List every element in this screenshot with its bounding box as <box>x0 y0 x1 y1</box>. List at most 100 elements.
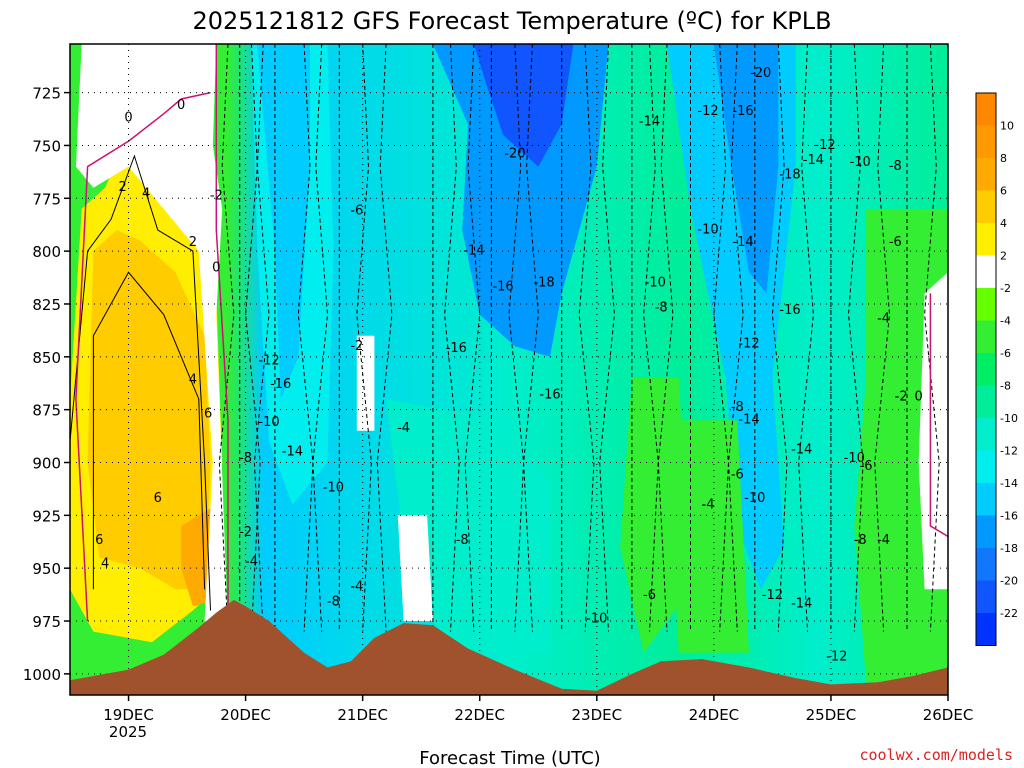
colorbar-swatch <box>976 353 996 386</box>
dashed-contour-line <box>599 44 615 632</box>
colorbar-level-label: 6 <box>1000 185 1007 198</box>
x-axis: 19DEC 20DEC 21DEC 22DEC 23DEC 24DEC 25DEC 26DEC <box>103 695 973 724</box>
colorbar-level-label: -10 <box>1000 412 1018 425</box>
x-tick-label: 22DEC <box>454 706 505 724</box>
dashed-contour-line <box>297 44 314 632</box>
colorbar-level-label: 8 <box>1000 152 1007 165</box>
contour-label: -14 <box>463 244 484 259</box>
contour-lines <box>70 44 948 632</box>
contour-label: -6 <box>731 468 744 483</box>
contour-label: -12 <box>814 138 835 153</box>
dashed-contour-line <box>218 44 235 632</box>
contour-label: -10 <box>258 415 279 430</box>
y-tick-label: 950 <box>32 560 61 578</box>
dashed-contour-line <box>508 44 525 632</box>
contour-label: -12 <box>738 337 759 352</box>
contour-label: -18 <box>533 275 554 290</box>
x-tick-label: 20DEC <box>220 706 271 724</box>
dashed-contour-line <box>312 44 329 632</box>
dashed-contour-line <box>253 44 270 632</box>
contour-label: -16 <box>446 341 467 356</box>
credit-text: coolwx.com/models <box>859 746 1013 764</box>
dashed-contour-line <box>444 44 460 632</box>
colorbar-level-label: -12 <box>1000 445 1018 458</box>
cold-band-core <box>473 44 574 167</box>
contour-label: 0 <box>124 111 132 126</box>
colorbar-swatch <box>976 255 996 288</box>
contour-label: -8 <box>889 159 902 174</box>
contour-label: -12 <box>762 588 783 603</box>
contour-label: -2 <box>210 189 223 204</box>
colorbar-level-label: -8 <box>1000 380 1011 393</box>
colorbar-level-label: 4 <box>1000 217 1007 230</box>
colorbar-swatch <box>976 580 996 613</box>
contour-label: -16 <box>732 104 753 119</box>
contour-label: 4 <box>189 373 197 388</box>
y-tick-label: 1000 <box>23 666 61 684</box>
contour-label: 4 <box>101 557 109 572</box>
colorbar-swatch <box>976 158 996 191</box>
x-tick-label: 25DEC <box>806 706 857 724</box>
colorbar-level-label: -16 <box>1000 510 1018 523</box>
colorbar-swatch <box>976 613 996 646</box>
year-label: 2025 <box>109 723 147 741</box>
contour-label: -10 <box>744 491 765 506</box>
colorbar-level-label: -22 <box>1000 607 1018 620</box>
contour-label: -6 <box>643 588 656 603</box>
dashed-contour-line <box>657 44 674 632</box>
contour-label: -12 <box>697 104 718 119</box>
near-zero-pocket-west <box>75 44 229 632</box>
colorbar-swatch <box>976 288 996 321</box>
dashed-contour-line <box>578 44 595 632</box>
near-zero-pocket-21dec <box>397 515 433 621</box>
contour-label: -20 <box>504 146 525 161</box>
contour-label: -10 <box>850 155 871 170</box>
contour-label: 0 <box>212 261 220 276</box>
colorbar-swatch <box>976 515 996 548</box>
dashed-contour-line <box>924 44 940 632</box>
solid-contour-line <box>70 154 211 611</box>
contour-labels: 002 4 -22046664-2-4-8-10-12-16-14-10-8-6-2… <box>95 66 923 664</box>
colorbar-level-label: -14 <box>1000 477 1018 490</box>
colorbar-swatch <box>976 320 996 353</box>
y-tick-label: 825 <box>32 296 61 314</box>
x-tick-label: 26DEC <box>923 706 974 724</box>
contour-label: -14 <box>803 153 824 168</box>
dashed-contour-line <box>523 44 539 632</box>
contour-label: 0 <box>177 98 185 113</box>
contour-label: -4 <box>702 497 715 512</box>
dashed-contour-line <box>727 44 744 632</box>
contour-label: 2 <box>119 180 127 195</box>
y-tick-label: 850 <box>32 349 61 367</box>
contour-label: -4 <box>397 421 410 436</box>
contour-label: -8 <box>239 451 252 466</box>
contour-label: -10 <box>586 611 607 626</box>
y-tick-label: 725 <box>32 85 61 103</box>
x-tick-label: 19DEC <box>103 706 154 724</box>
contour-label: -10 <box>323 480 344 495</box>
ground-surface <box>70 599 948 695</box>
colorbar-level-label: -20 <box>1000 575 1018 588</box>
dashed-contour-line <box>798 44 814 632</box>
plot-frame <box>69 43 949 696</box>
dashed-contour-line <box>643 44 659 632</box>
contour-label: -14 <box>282 444 303 459</box>
warm-band-mid <box>87 230 211 590</box>
colorbar-level-label: -6 <box>1000 347 1011 360</box>
colorbar-level-label: 10 <box>1000 120 1014 133</box>
y-tick-label: 925 <box>32 507 61 525</box>
contour-label: 6 <box>204 406 212 421</box>
colorbar-level-label: -2 <box>1000 282 1011 295</box>
x-tick-label: 24DEC <box>689 706 740 724</box>
dashed-contour-line <box>847 44 864 632</box>
contour-label: 2 <box>189 235 197 250</box>
contour-label: -8 <box>854 533 867 548</box>
dashed-contour-line <box>464 44 481 632</box>
colorbar-swatch <box>976 385 996 418</box>
contour-label: -12 <box>826 650 847 665</box>
contour-label: -12 <box>258 354 279 369</box>
contour-label: 0 <box>915 390 923 405</box>
contour-label: -16 <box>539 387 560 402</box>
contour-label: 6 <box>154 491 162 506</box>
